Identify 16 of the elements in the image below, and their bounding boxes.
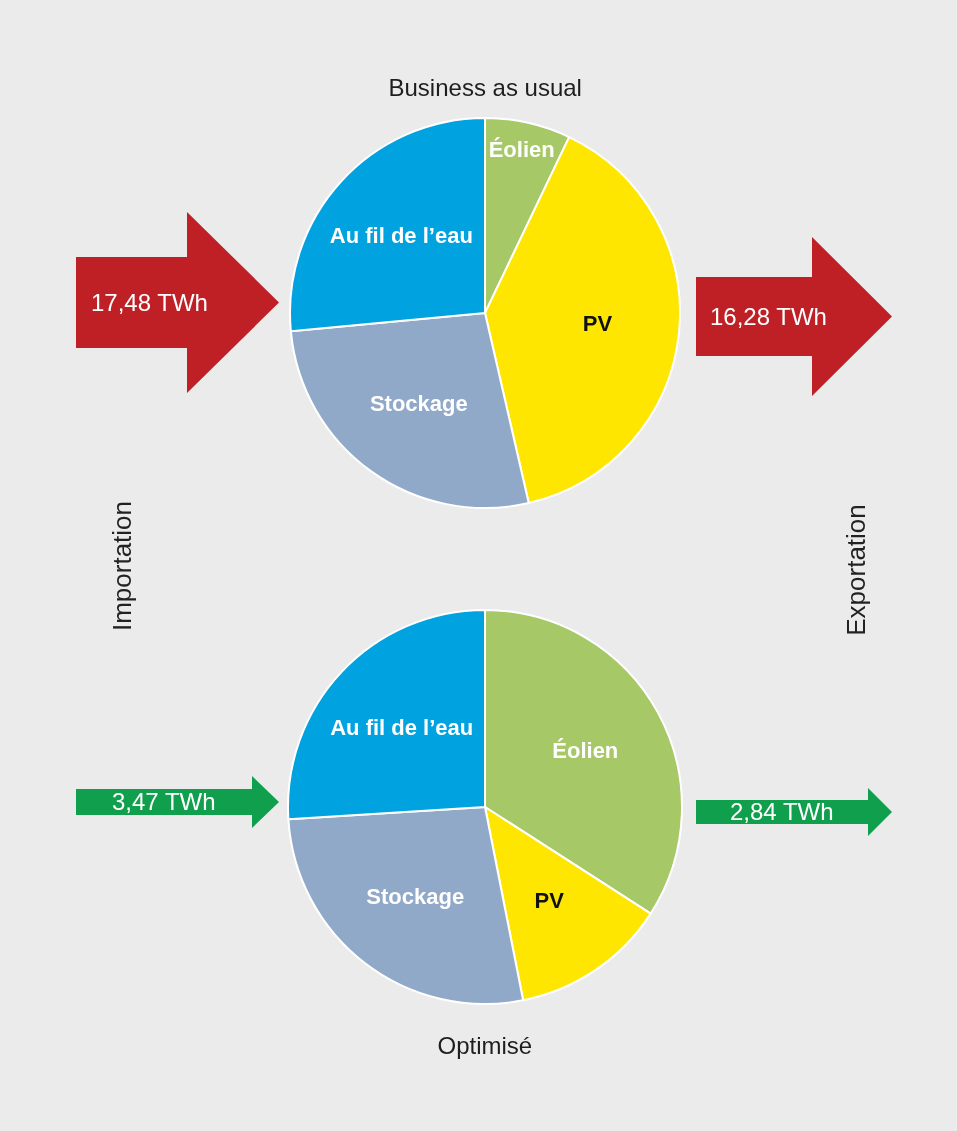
slice-label: Éolien — [488, 137, 555, 163]
text: Exportation — [840, 504, 871, 636]
slice-label: PV — [582, 311, 613, 337]
slice-label: Au fil de l’eau — [330, 714, 474, 740]
slice-label: Stockage — [366, 883, 465, 909]
text: Optimisé — [437, 1032, 533, 1060]
text: 2,84 TWh — [730, 798, 834, 826]
chart-title: Business as usual — [388, 74, 582, 102]
text: 3,47 TWh — [112, 788, 216, 816]
slice-label: Au fil de l’eau — [329, 222, 473, 248]
text: Importation — [107, 500, 138, 632]
text: 17,48 TWh — [91, 288, 208, 317]
slice-label: Stockage — [369, 390, 468, 416]
slice-label: Éolien — [552, 738, 619, 764]
slice-label: PV — [534, 887, 565, 913]
text: 16,28 TWh — [710, 302, 827, 331]
